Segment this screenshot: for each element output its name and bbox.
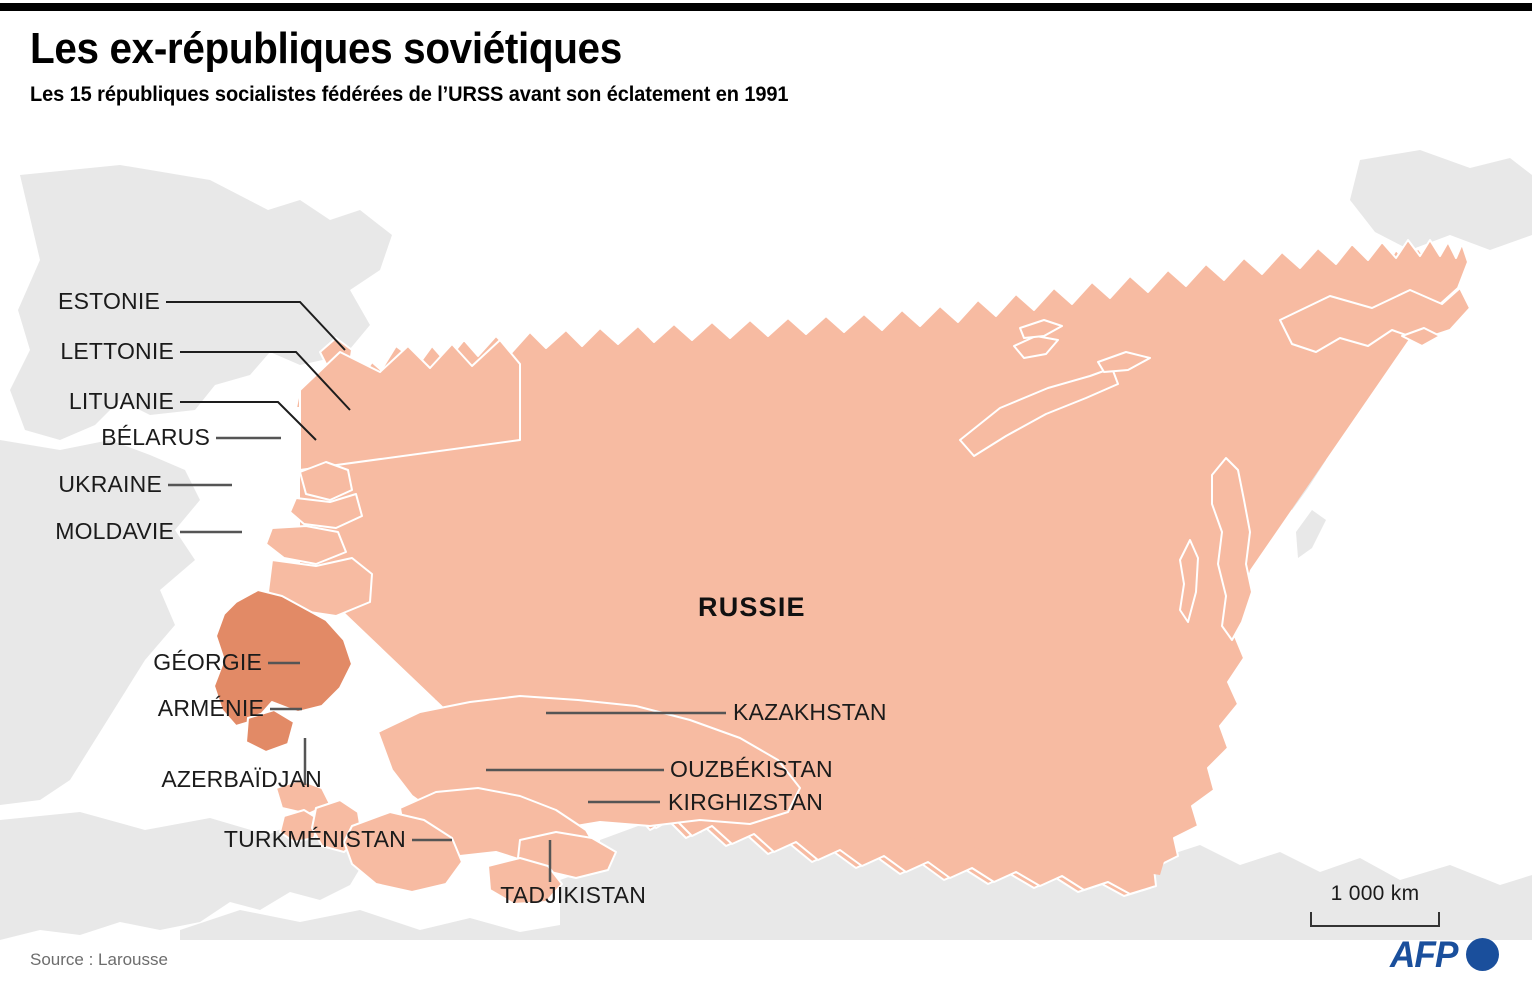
callout-azerbaidjan: AZERBAÏDJAN xyxy=(161,766,322,792)
callout-georgie: GÉORGIE xyxy=(153,649,262,675)
leader-line-lituanie xyxy=(180,401,317,441)
header: Les ex-républiques soviétiques Les 15 ré… xyxy=(30,24,1430,107)
region-sakhalin xyxy=(1179,539,1199,623)
callout-lituanie: LITUANIE xyxy=(68,388,174,414)
region-estonie xyxy=(299,461,353,501)
map-label-russie: RUSSIE xyxy=(698,592,806,622)
leader-lines-short-layer xyxy=(168,436,726,882)
region-turkmenistan xyxy=(343,811,463,893)
callout-belarus: BÉLARUS xyxy=(101,424,210,450)
region-wrangel-island xyxy=(1401,327,1441,347)
callout-kazakhstan: KAZAKHSTAN xyxy=(733,699,887,725)
afp-wordmark: AFP xyxy=(1390,934,1458,975)
leader-line-lettonie xyxy=(180,351,351,411)
callout-kirghizstan: KIRGHIZSTAN xyxy=(668,789,824,815)
region-arctic-islet-2 xyxy=(1097,351,1151,373)
region-ukraine xyxy=(213,589,353,727)
leader-line-estonie xyxy=(166,301,346,351)
region-arctic-islets xyxy=(1019,319,1063,339)
region-lettonie xyxy=(289,493,363,529)
region-russie-northwest xyxy=(299,339,521,471)
region-novaya-zemlya xyxy=(959,367,1119,457)
afp-dot-icon xyxy=(1466,938,1499,971)
callout-turkmenistan: TURKMÉNISTAN xyxy=(223,826,406,852)
source-note: Source : Larousse xyxy=(30,950,168,969)
callout-moldavie: MOLDAVIE xyxy=(55,518,174,544)
callout-armenie: ARMÉNIE xyxy=(157,695,264,721)
region-tadjikistan xyxy=(487,857,563,905)
page-title: Les ex-républiques soviétiques xyxy=(30,24,622,73)
top-rule xyxy=(0,3,1532,11)
page-subtitle: Les 15 républiques socialistes fédérées … xyxy=(30,82,789,107)
region-armenie xyxy=(279,809,321,843)
scale-bar: 1 000 km xyxy=(1310,882,1440,927)
afp-logo: AFP xyxy=(1390,936,1499,973)
region-kamchatka xyxy=(1211,457,1253,641)
callout-ukraine: UKRAINE xyxy=(58,471,162,497)
region-lituanie xyxy=(265,525,347,565)
ussr-map xyxy=(0,150,1532,940)
callout-lettonie: LETTONIE xyxy=(60,338,174,364)
soviet-republics-layer xyxy=(223,239,1471,905)
highlight-layer xyxy=(213,589,353,754)
callout-ouzbekistan: OUZBÉKISTAN xyxy=(670,756,833,782)
scale-label: 1 000 km xyxy=(1330,882,1420,905)
leader-lines-layer xyxy=(166,301,351,441)
map-container: RUSSIE ESTONIE LETTONIE LITUANIE BÉLARUS… xyxy=(0,140,1532,940)
callout-tadjikistan: TADJIKISTAN xyxy=(500,882,646,908)
scale-rule xyxy=(1310,912,1440,927)
callout-estonie: ESTONIE xyxy=(58,288,160,314)
